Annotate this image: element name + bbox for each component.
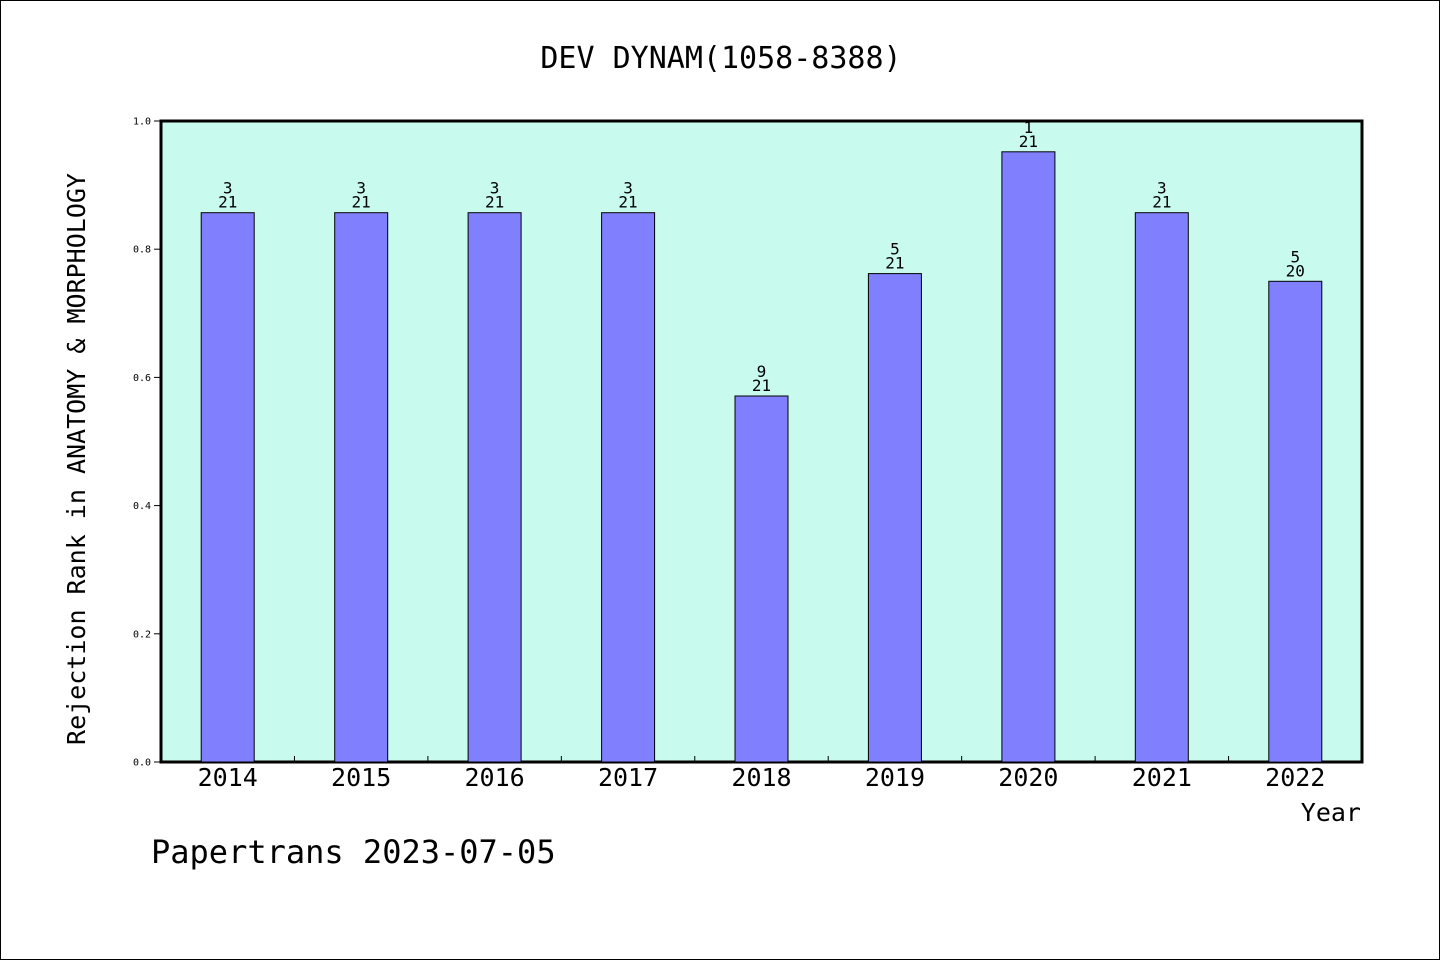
y-axis-label: Rejection Rank in ANATOMY & MORPHOLOGY: [62, 173, 91, 745]
bar-total-label-2016: 21: [485, 193, 504, 212]
bar-total-label-2022: 20: [1286, 261, 1305, 280]
x-tick-label-2021: 2021: [1132, 763, 1192, 792]
bar-total-label-2015: 21: [352, 193, 371, 212]
x-axis: 2014 2015 2016 2017 2018 2019 2020 2021 2022: [198, 756, 1325, 792]
x-tick-label-2014: 2014: [198, 763, 258, 792]
bar-rank-label-2021: 3: [1157, 179, 1167, 198]
bar-rank-label-2022: 5: [1290, 247, 1300, 266]
bar-2021: [1134, 212, 1189, 763]
x-tick-label-2017: 2017: [598, 763, 658, 792]
bar-2020: [1001, 151, 1056, 763]
bar-total-label-2014: 21: [218, 193, 237, 212]
chart-title: DEV DYNAM(1058-8388): [540, 41, 901, 76]
y-tick-label: 0.4: [133, 501, 151, 512]
bar-rank-label-2016: 3: [490, 179, 500, 198]
bar-2019: [867, 273, 922, 763]
bar-2015: [334, 212, 389, 763]
y-tick-label: 0.8: [133, 245, 151, 256]
bar-2022: [1268, 280, 1323, 763]
y-tick-label: 0.0: [133, 758, 151, 769]
bar-total-label-2021: 21: [1152, 193, 1171, 212]
bar-total-label-2020: 21: [1019, 132, 1038, 151]
bar-2018: [734, 395, 789, 763]
y-tick-label: 0.6: [133, 373, 151, 384]
bar-total-label-2017: 21: [618, 193, 637, 212]
x-tick-label-2022: 2022: [1265, 763, 1325, 792]
x-tick-label-2015: 2015: [331, 763, 391, 792]
footer-credit: Papertrans 2023-07-05: [151, 833, 556, 871]
bar-2014: [200, 212, 255, 763]
bar-rank-label-2017: 3: [623, 179, 633, 198]
x-tick-label-2016: 2016: [465, 763, 525, 792]
y-axis: 0.0 0.2 0.4 0.6 0.8 1.0: [133, 117, 161, 769]
bar-2016: [467, 212, 522, 763]
y-tick-label: 0.2: [133, 629, 151, 640]
bar-total-label-2019: 21: [885, 254, 904, 273]
bar-rank-label-2014: 3: [223, 179, 233, 198]
bar-rank-label-2015: 3: [356, 179, 366, 198]
y-tick-label: 1.0: [133, 117, 151, 128]
bar-2017: [601, 212, 656, 763]
x-tick-label-2020: 2020: [998, 763, 1058, 792]
bars-group: [200, 151, 1323, 763]
bar-rank-label-2019: 5: [890, 240, 900, 259]
x-tick-label-2019: 2019: [865, 763, 925, 792]
x-axis-label: Year: [1301, 798, 1361, 827]
bar-rank-label-2018: 9: [757, 362, 767, 381]
bar-rank-label-2020: 1: [1024, 118, 1034, 137]
x-tick-label-2018: 2018: [731, 763, 791, 792]
bar-total-label-2018: 21: [752, 376, 771, 395]
